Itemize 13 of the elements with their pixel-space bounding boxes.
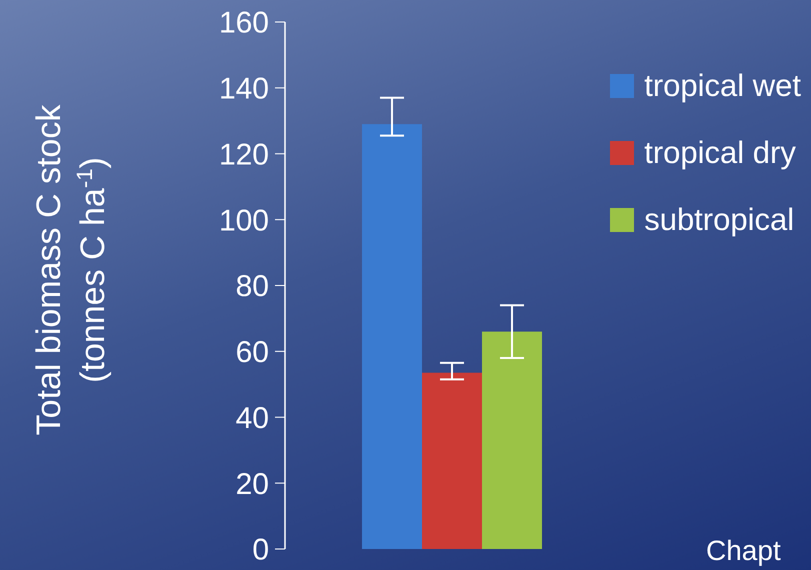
y-tick-label: 80 xyxy=(236,270,269,304)
y-tick-label: 60 xyxy=(236,336,269,370)
y-tick-label: 40 xyxy=(236,402,269,435)
legend-label: tropical wet xyxy=(644,68,801,104)
y-tick-label: 20 xyxy=(236,468,269,501)
y-tick-label: 120 xyxy=(218,138,269,172)
y-tick-label: 160 xyxy=(218,6,269,40)
y-tick-label: 140 xyxy=(218,72,269,106)
y-tick-label: 0 xyxy=(252,534,269,567)
y-tick-label: 100 xyxy=(218,204,269,238)
text: Chapt xyxy=(706,535,781,566)
legend-label: subtropical xyxy=(644,202,794,238)
legend-label: tropical dry xyxy=(644,134,796,170)
